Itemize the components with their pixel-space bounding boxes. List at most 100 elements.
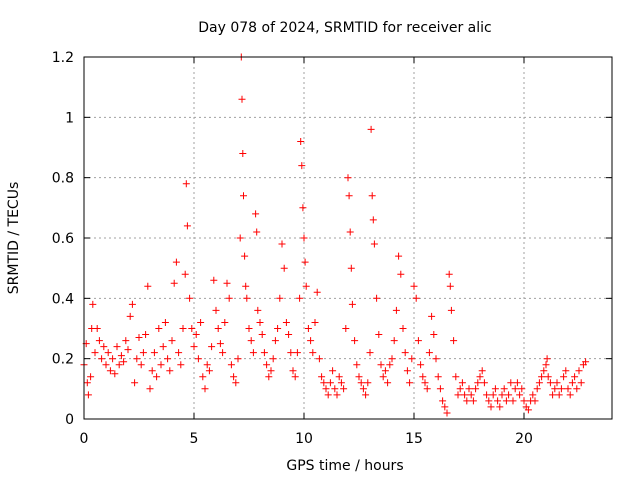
data-point: [186, 294, 194, 302]
data-point: [458, 379, 466, 387]
data-point: [364, 379, 372, 387]
data-point: [500, 385, 508, 393]
data-point: [240, 192, 247, 200]
data-point: [544, 373, 552, 381]
data-point: [388, 355, 396, 363]
data-point: [241, 252, 249, 260]
data-point: [322, 385, 330, 393]
data-point: [280, 264, 288, 272]
data-point: [120, 358, 128, 366]
data-point: [348, 300, 356, 308]
data-point: [135, 334, 143, 341]
data-point: [216, 340, 224, 348]
data-point: [441, 403, 449, 411]
x-tick-label: 20: [515, 431, 533, 447]
data-point: [498, 391, 506, 399]
data-point: [489, 391, 497, 399]
data-point: [278, 240, 286, 248]
data-point: [309, 349, 317, 357]
data-point: [452, 373, 460, 381]
data-point: [300, 234, 308, 242]
data-point: [450, 337, 458, 345]
data-point: [263, 361, 271, 369]
y-tick-label: 0: [65, 412, 74, 428]
data-point: [109, 355, 117, 363]
data-point: [524, 406, 532, 414]
data-point: [106, 367, 114, 375]
data-point: [230, 373, 238, 381]
x-axis-title: GPS time / hours: [286, 458, 403, 474]
data-point: [347, 264, 355, 272]
data-point: [467, 391, 475, 399]
data-point: [485, 397, 493, 405]
data-point: [304, 325, 312, 332]
data-point: [166, 367, 174, 375]
data-point: [137, 361, 145, 369]
data-point: [128, 300, 136, 308]
data-point: [414, 337, 422, 345]
data-point: [298, 162, 306, 170]
data-point: [410, 282, 418, 290]
data-point: [507, 379, 515, 387]
data-point: [345, 192, 353, 200]
data-point: [260, 349, 268, 357]
data-point: [408, 355, 416, 363]
data-point: [329, 367, 337, 375]
data-point: [301, 258, 309, 266]
data-point: [326, 379, 334, 387]
data-point: [239, 150, 247, 157]
data-point: [566, 391, 574, 399]
data-point: [434, 373, 442, 381]
data-point: [313, 288, 321, 296]
data-point: [357, 379, 365, 387]
data-point: [232, 379, 240, 387]
data-point: [289, 367, 297, 375]
data-point: [225, 294, 233, 302]
data-point: [153, 373, 161, 381]
data-point: [285, 331, 293, 338]
data-point: [406, 379, 414, 387]
data-point: [159, 343, 167, 351]
data-point: [148, 367, 156, 375]
data-point: [419, 373, 427, 381]
data-point: [164, 355, 172, 363]
data-point: [335, 373, 343, 381]
data-point: [84, 391, 92, 399]
data-point: [351, 337, 359, 345]
data-point: [491, 385, 499, 393]
data-point: [573, 385, 581, 393]
data-point: [538, 373, 546, 381]
data-point: [126, 312, 134, 320]
data-point: [368, 192, 376, 200]
data-point: [469, 397, 477, 405]
data-point: [210, 276, 218, 284]
data-point: [445, 270, 453, 278]
data-point: [111, 370, 119, 378]
data-point: [311, 319, 319, 326]
data-point: [575, 367, 583, 375]
data-point: [320, 379, 328, 387]
data-point: [219, 349, 227, 357]
data-point: [436, 385, 444, 393]
data-point: [502, 397, 510, 405]
data-point: [397, 270, 405, 278]
data-point: [446, 282, 454, 290]
data-point: [476, 373, 484, 381]
data-point: [296, 294, 304, 302]
data-point: [252, 210, 260, 218]
x-tick-label: 10: [295, 431, 313, 447]
data-point: [386, 361, 394, 369]
data-point: [421, 379, 429, 387]
y-tick-label: 0.2: [52, 352, 74, 368]
data-point: [221, 319, 229, 326]
data-point: [297, 138, 305, 145]
data-point: [177, 361, 185, 369]
data-point: [182, 180, 190, 188]
data-point: [494, 397, 502, 405]
data-point: [307, 337, 315, 345]
data-point: [367, 125, 375, 133]
data-point: [122, 337, 130, 345]
data-point: [384, 379, 392, 387]
data-point: [529, 391, 537, 399]
data-point: [543, 355, 551, 363]
